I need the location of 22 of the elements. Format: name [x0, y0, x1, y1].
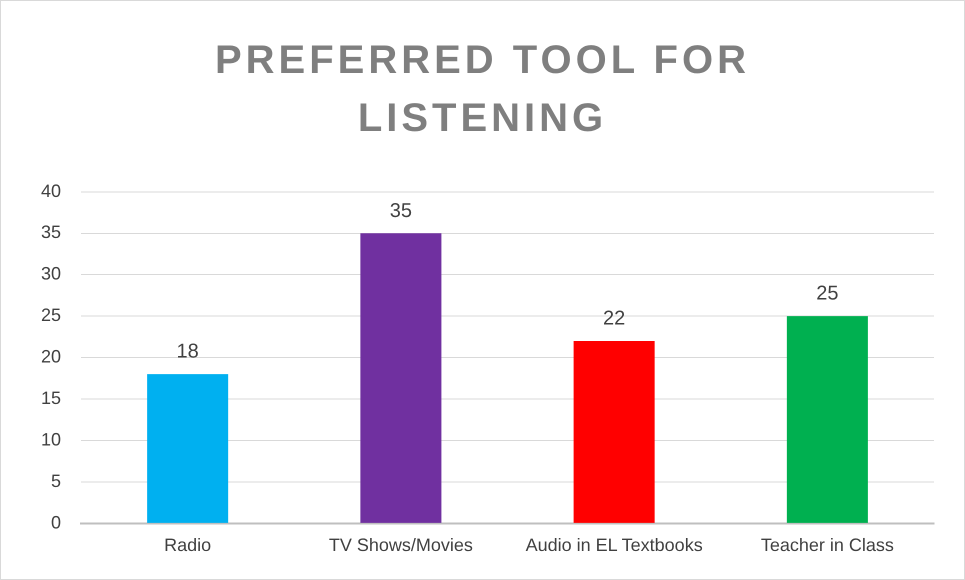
- bar: [786, 316, 868, 523]
- x-tick-label: Audio in EL Textbooks: [526, 535, 703, 556]
- data-label: 35: [390, 200, 412, 222]
- y-tick-label: 40: [40, 180, 62, 201]
- x-tick-label: Teacher in Class: [760, 535, 894, 556]
- data-label: 18: [176, 340, 199, 363]
- y-tick-label: 30: [40, 264, 62, 284]
- y-tick-label: 10: [40, 429, 62, 450]
- bar: [574, 341, 655, 523]
- data-label: 22: [603, 308, 626, 330]
- y-tick-label: 35: [40, 222, 62, 242]
- y-tick-label: 25: [40, 305, 62, 326]
- x-tick-label: Radio: [164, 535, 212, 556]
- data-label: 25: [816, 282, 839, 305]
- bar: [360, 233, 442, 523]
- x-tick-label: TV Shows/Movies: [328, 535, 473, 556]
- y-tick-label: 15: [40, 388, 62, 408]
- y-tick-label: 0: [51, 512, 62, 532]
- chart-title: PREFERRED TOOL FOR LISTENING: [214, 37, 751, 142]
- y-tick-label: 5: [51, 470, 62, 491]
- bar: [147, 374, 228, 523]
- y-tick-label: 20: [40, 346, 62, 367]
